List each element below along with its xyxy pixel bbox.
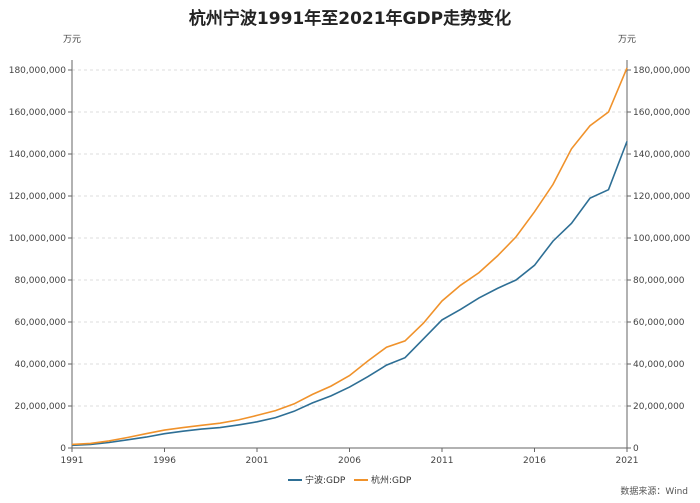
data-source-note: 数据来源：Wind bbox=[620, 487, 688, 497]
chart-title: 杭州宁波1991年至2021年GDP走势变化 bbox=[188, 9, 512, 29]
y-tick-label-right: 140,000,000 bbox=[633, 150, 691, 160]
y-tick-label-left: 180,000,000 bbox=[9, 66, 67, 76]
x-tick-label: 1996 bbox=[153, 456, 176, 466]
y-tick-label-left: 20,000,000 bbox=[14, 402, 66, 412]
y-tick-label-left: 120,000,000 bbox=[9, 192, 67, 202]
legend: 宁波:GDP 杭州:GDP bbox=[288, 474, 412, 486]
x-tick-label: 2021 bbox=[616, 456, 639, 466]
axes: 万元 万元 bbox=[63, 35, 636, 449]
series-line-ningbo[interactable] bbox=[71, 141, 628, 447]
y-tick-label-right: 40,000,000 bbox=[633, 360, 685, 370]
series-lines bbox=[71, 67, 628, 447]
y-tick-label-left: 160,000,000 bbox=[9, 108, 67, 118]
x-tick-label: 2011 bbox=[431, 456, 454, 466]
y-tick-label-left: 60,000,000 bbox=[14, 318, 66, 328]
y-tick-label-left: 40,000,000 bbox=[14, 360, 66, 370]
y-axis-left-unit: 万元 bbox=[63, 35, 81, 45]
y-tick-label-right: 20,000,000 bbox=[633, 402, 685, 412]
y-tick-labels: 0 0 20,000,000 20,000,000 40,000,000 40,000,0… bbox=[9, 66, 691, 454]
y-tick-label-right: 160,000,000 bbox=[633, 108, 691, 118]
x-tick-label: 1991 bbox=[61, 456, 84, 466]
gridlines bbox=[68, 69, 631, 449]
y-tick-label-right: 60,000,000 bbox=[633, 318, 685, 328]
x-tick-label: 2001 bbox=[246, 456, 269, 466]
y-tick-label-right: 180,000,000 bbox=[633, 66, 691, 76]
y-tick-label-left: 80,000,000 bbox=[14, 276, 66, 286]
y-axis-right-unit: 万元 bbox=[618, 35, 636, 45]
y-tick-label-left: 100,000,000 bbox=[9, 234, 67, 244]
y-tick-label-right: 100,000,000 bbox=[633, 234, 691, 244]
legend-label-hangzhou[interactable]: 杭州:GDP bbox=[371, 474, 412, 486]
y-tick-label-right: 0 bbox=[633, 444, 639, 454]
y-tick-label-left: 0 bbox=[60, 444, 66, 454]
y-tick-label-left: 140,000,000 bbox=[9, 150, 67, 160]
series-line-hangzhou[interactable] bbox=[71, 67, 628, 446]
y-tick-label-right: 80,000,000 bbox=[633, 276, 685, 286]
x-tick-labels: 1991 1996 2001 2006 2011 2016 2021 bbox=[61, 448, 639, 466]
x-tick-label: 2006 bbox=[338, 456, 361, 466]
legend-label-ningbo[interactable]: 宁波:GDP bbox=[305, 474, 346, 486]
y-tick-label-right: 120,000,000 bbox=[633, 192, 691, 202]
x-tick-label: 2016 bbox=[523, 456, 546, 466]
